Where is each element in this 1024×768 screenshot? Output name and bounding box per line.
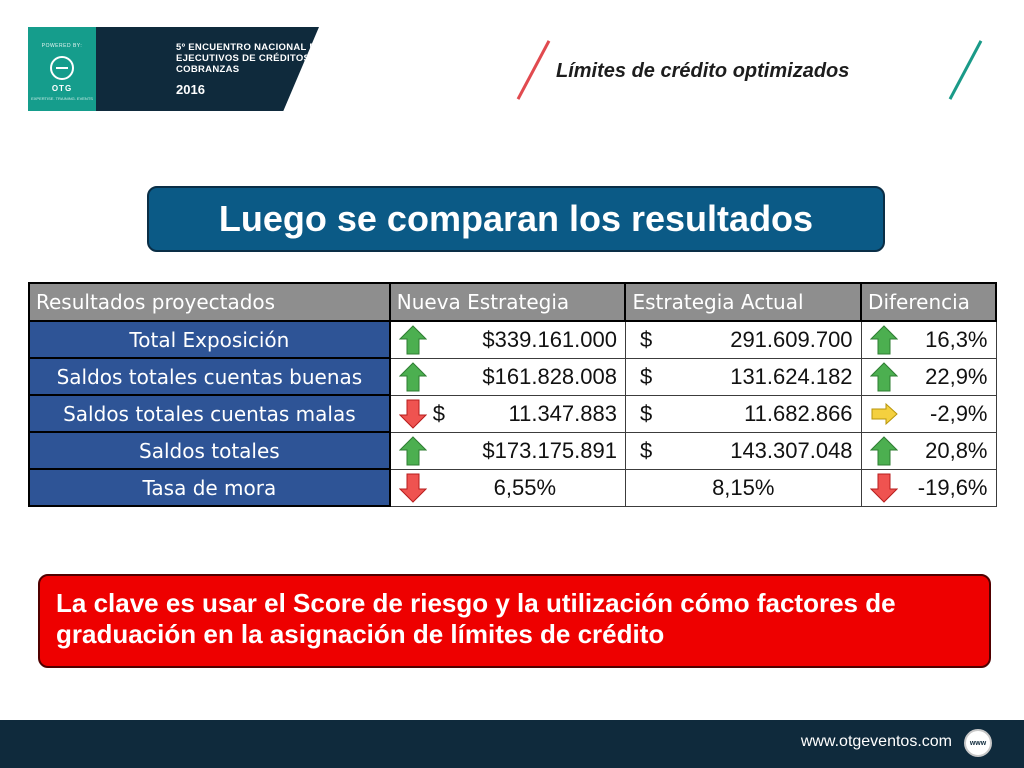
right-arrow-icon [870,399,898,429]
header-diferencia: Diferencia [860,282,997,322]
down-arrow-icon [398,473,427,503]
nueva-value: $339.161.000 [482,326,617,352]
estrategia-actual-cell: $291.609.700 [624,320,862,359]
event-title-panel: 5º ENCUENTRO NACIONAL DE EJECUTIVOS DE C… [96,27,319,111]
row-label: Tasa de mora [28,468,391,507]
row-label: Saldos totales cuentas buenas [28,357,391,396]
diferencia-cell: 16,3% [860,320,997,359]
nueva-estrategia-cell: $11.347.883 [389,394,626,433]
nueva-estrategia-cell: $173.175.891 [389,431,626,470]
table-row: Saldos totales cuentas malas $11.347.883 $… [28,394,997,433]
diferencia-value: -2,9% [930,400,988,426]
actual-value: 291.609.700 [730,326,853,352]
nueva-estrategia-cell: $339.161.000 [389,320,626,359]
currency-symbol: $ [639,437,653,463]
actual-value: 131.624.182 [730,363,853,389]
diferencia-value: 20,8% [925,437,988,463]
estrategia-actual-cell: 8,15% [624,468,862,507]
up-arrow-icon [398,361,427,392]
table-row: Tasa de mora 6,55% 8,15% -19,6% [28,468,997,507]
red-slash-decoration [516,40,551,100]
row-label: Total Exposición [28,320,391,359]
up-arrow-icon [869,361,898,392]
comparison-banner: Luego se comparan los resultados [147,186,885,252]
table-header-row: Resultados proyectados Nueva Estrategia … [28,282,997,322]
header-resultados: Resultados proyectados [28,282,391,322]
table-row: Saldos totales cuentas buenas $161.828.00… [28,357,997,396]
event-title: 5º ENCUENTRO NACIONAL DE EJECUTIVOS DE C… [176,42,324,75]
up-arrow-icon [398,325,427,355]
globe-label: www [969,740,987,747]
diferencia-value: 16,3% [925,326,988,352]
otg-logo-panel: POWERED BY: OTG EXPERTISE. TRAINING. EVE… [28,27,96,111]
currency-symbol: $ [639,326,653,352]
nueva-value: $173.175.891 [482,437,617,463]
currency-symbol: $ [639,400,653,426]
header-estrategia-actual: Estrategia Actual [624,282,863,322]
diferencia-value: 22,9% [925,363,988,389]
otg-globe-icon [50,56,74,80]
nueva-value: $161.828.008 [482,363,617,389]
www-globe-icon: www [964,729,992,757]
slide-title: Límites de crédito optimizados [556,60,850,82]
table-row: Total Exposición $339.161.000 $291.609.700… [28,320,997,359]
up-arrow-icon [869,325,898,355]
table-row: Saldos totales $173.175.891 $143.307.048 20… [28,431,997,470]
nueva-estrategia-cell: $161.828.008 [389,357,626,396]
currency-symbol: $ [432,400,446,426]
diferencia-cell: 22,9% [860,357,997,396]
header-nueva-estrategia: Nueva Estrategia [388,282,627,322]
otg-logo-text: OTG [51,84,73,93]
diferencia-cell: -2,9% [860,394,997,433]
diferencia-value: -19,6% [917,474,988,500]
teal-slash-decoration [948,40,983,100]
estrategia-actual-cell: $11.682.866 [624,394,862,433]
estrategia-actual-cell: $143.307.048 [624,431,862,470]
up-arrow-icon [869,435,898,466]
up-arrow-icon [398,435,427,466]
footer-bar: www.otgeventos.com www [0,720,1024,768]
estrategia-actual-cell: $131.624.182 [624,357,862,396]
footer-url-link[interactable]: www.otgeventos.com [800,733,952,750]
otg-logo-subtext: EXPERTISE. TRAINING. EVENTS [31,96,93,101]
results-table: Resultados proyectados Nueva Estrategia … [28,282,997,507]
actual-value: 11.682.866 [744,400,853,426]
row-label: Saldos totales cuentas malas [28,394,391,433]
actual-value: 8,15% [712,474,775,500]
down-arrow-icon [869,473,898,503]
actual-value: 143.307.048 [730,437,853,463]
row-label: Saldos totales [28,431,391,470]
diferencia-cell: -19,6% [860,468,997,507]
key-message-box: La clave es usar el Score de riesgo y la… [38,574,991,668]
nueva-estrategia-cell: 6,55% [389,468,626,507]
event-year: 2016 [176,82,205,97]
event-logo: POWERED BY: OTG EXPERTISE. TRAINING. EVE… [28,27,319,111]
powered-by-label: POWERED BY: [41,43,83,49]
nueva-value: 6,55% [493,474,557,500]
nueva-value: 11.347.883 [508,400,617,426]
currency-symbol: $ [639,363,653,389]
down-arrow-icon [398,399,427,429]
diferencia-cell: 20,8% [860,431,997,470]
